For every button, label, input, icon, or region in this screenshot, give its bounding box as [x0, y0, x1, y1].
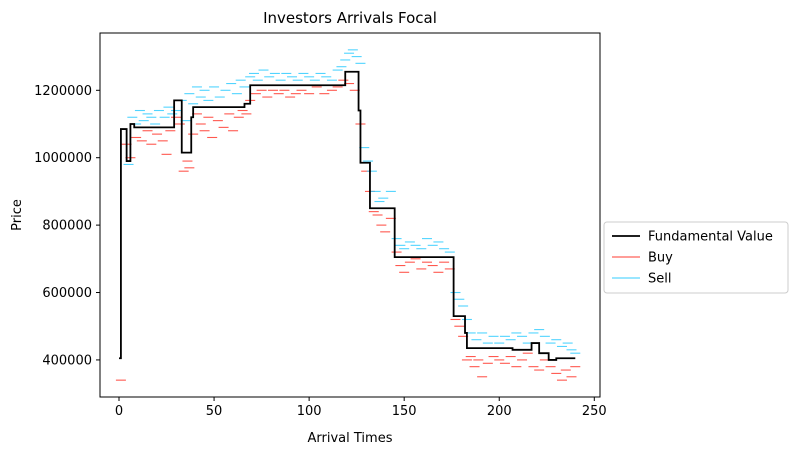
y-axis-title: Price	[10, 199, 25, 231]
fundamental-value-line	[119, 70, 576, 361]
fundamental-series	[119, 70, 576, 361]
x-tick-label: 0	[115, 404, 123, 419]
x-tick-label: 250	[582, 404, 607, 419]
legend: Fundamental Value Buy Sell	[603, 221, 789, 294]
y-tick-label: 400000	[42, 353, 92, 368]
legend-label-fundamental-value: Fundamental Value	[648, 230, 773, 245]
y-tick-label: 800000	[42, 219, 92, 234]
x-tick-label: 50	[206, 404, 223, 419]
legend-label-buy: Buy	[648, 251, 673, 266]
legend-box	[603, 221, 789, 294]
x-axis: 0 50 100 150 200 250	[115, 397, 607, 419]
x-axis-title: Arrival Times	[308, 431, 393, 446]
plot-frame	[99, 32, 601, 398]
sell-series	[123, 49, 581, 354]
x-tick-label: 100	[297, 404, 322, 419]
y-tick-label: 600000	[42, 286, 92, 301]
chart-title: Investors Arrivals Focal	[263, 9, 437, 27]
legend-label-sell: Sell	[648, 272, 671, 287]
y-tick-label: 1000000	[34, 151, 92, 166]
plot-area	[115, 49, 581, 381]
x-tick-label: 200	[487, 404, 512, 419]
y-axis: 400000 600000 800000 1000000 1200000	[34, 84, 100, 368]
y-tick-label: 1200000	[34, 84, 92, 99]
x-tick-label: 150	[392, 404, 417, 419]
